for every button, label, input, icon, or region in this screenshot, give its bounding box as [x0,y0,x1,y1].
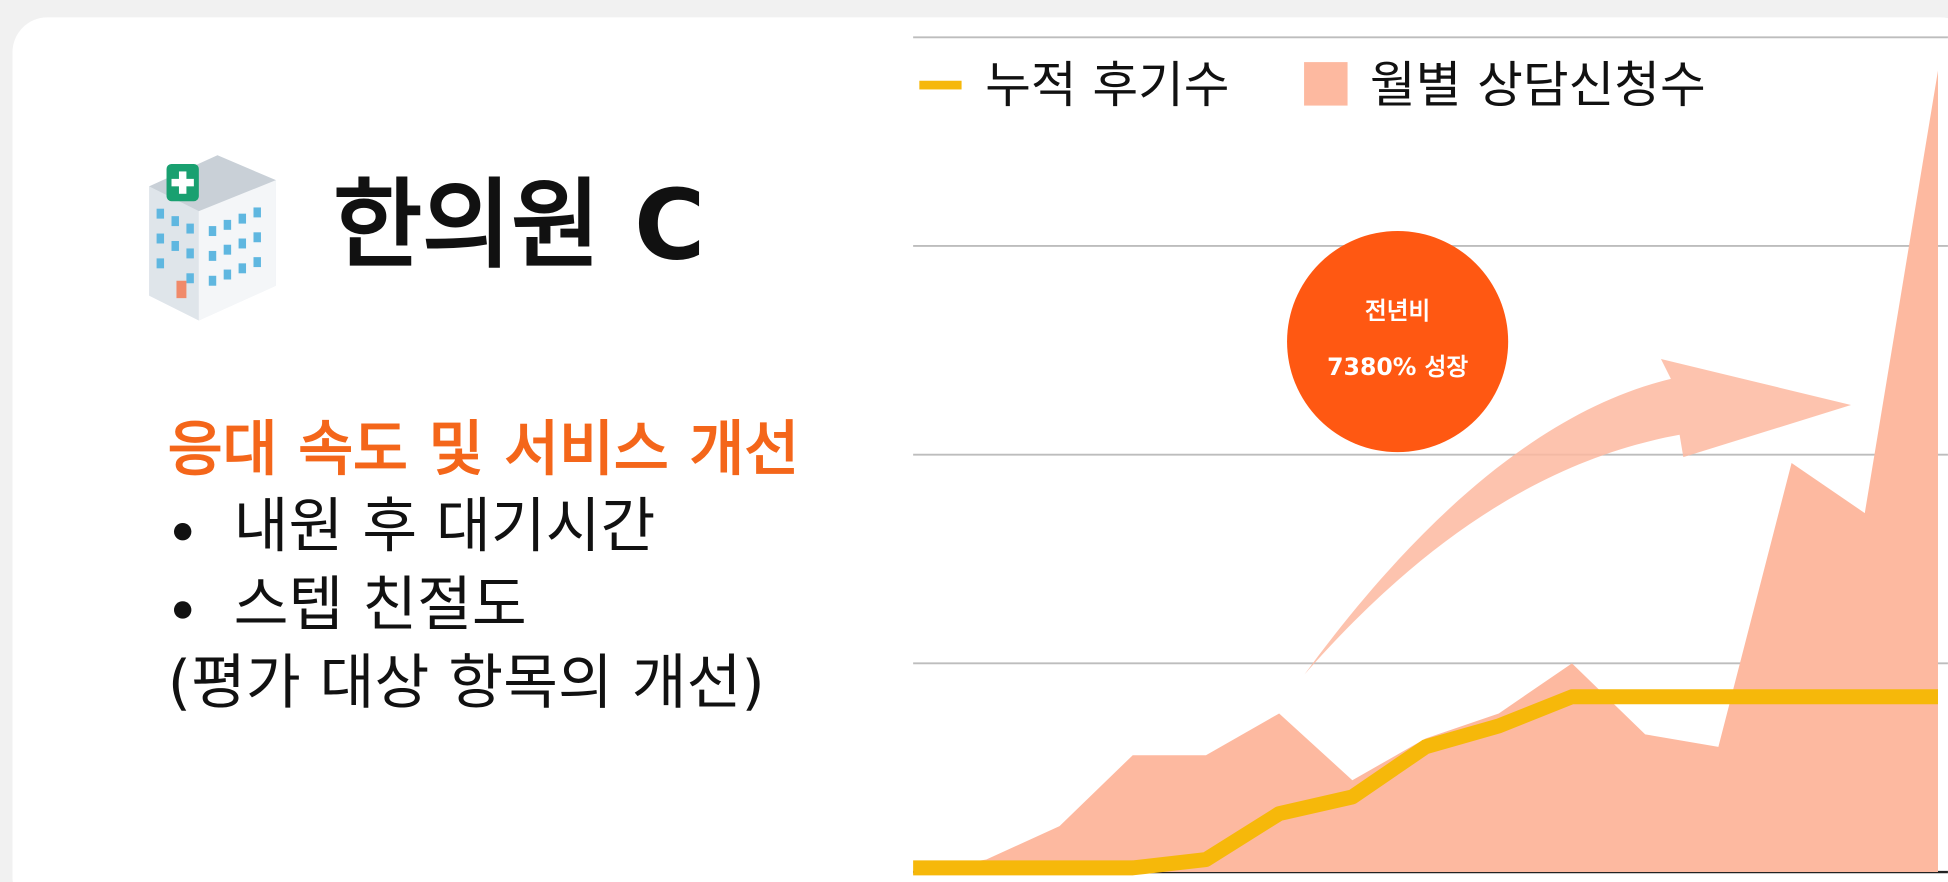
legend-label: 월별 상담신청수 [1370,56,1706,114]
annotation-text: 전년비 [1365,297,1430,325]
note: (평가 대상 항목의 개선) [168,649,765,718]
title: 한의원 C [333,168,705,281]
bullet-dot [174,523,191,540]
legend-label: 누적 후기수 [985,56,1229,114]
annotation-text: 7380% 성장 [1327,353,1468,381]
legend-swatch [1304,62,1347,105]
bullet-dot [174,601,191,618]
card-view: 한의원 C 응대 속도 및 서비스 개선 내원 후 대기시간 스텝 친절도 (평… [0,0,1948,882]
page: 한의원 C 응대 속도 및 서비스 개선 내원 후 대기시간 스텝 친절도 (평… [0,0,1948,882]
annotation-bubble [1287,231,1508,452]
subtitle: 응대 속도 및 서비스 개선 [168,416,799,485]
legend-swatch [919,81,961,90]
bullet: 내원 후 대기시간 [234,493,656,562]
bullet: 스텝 친절도 [234,571,527,640]
